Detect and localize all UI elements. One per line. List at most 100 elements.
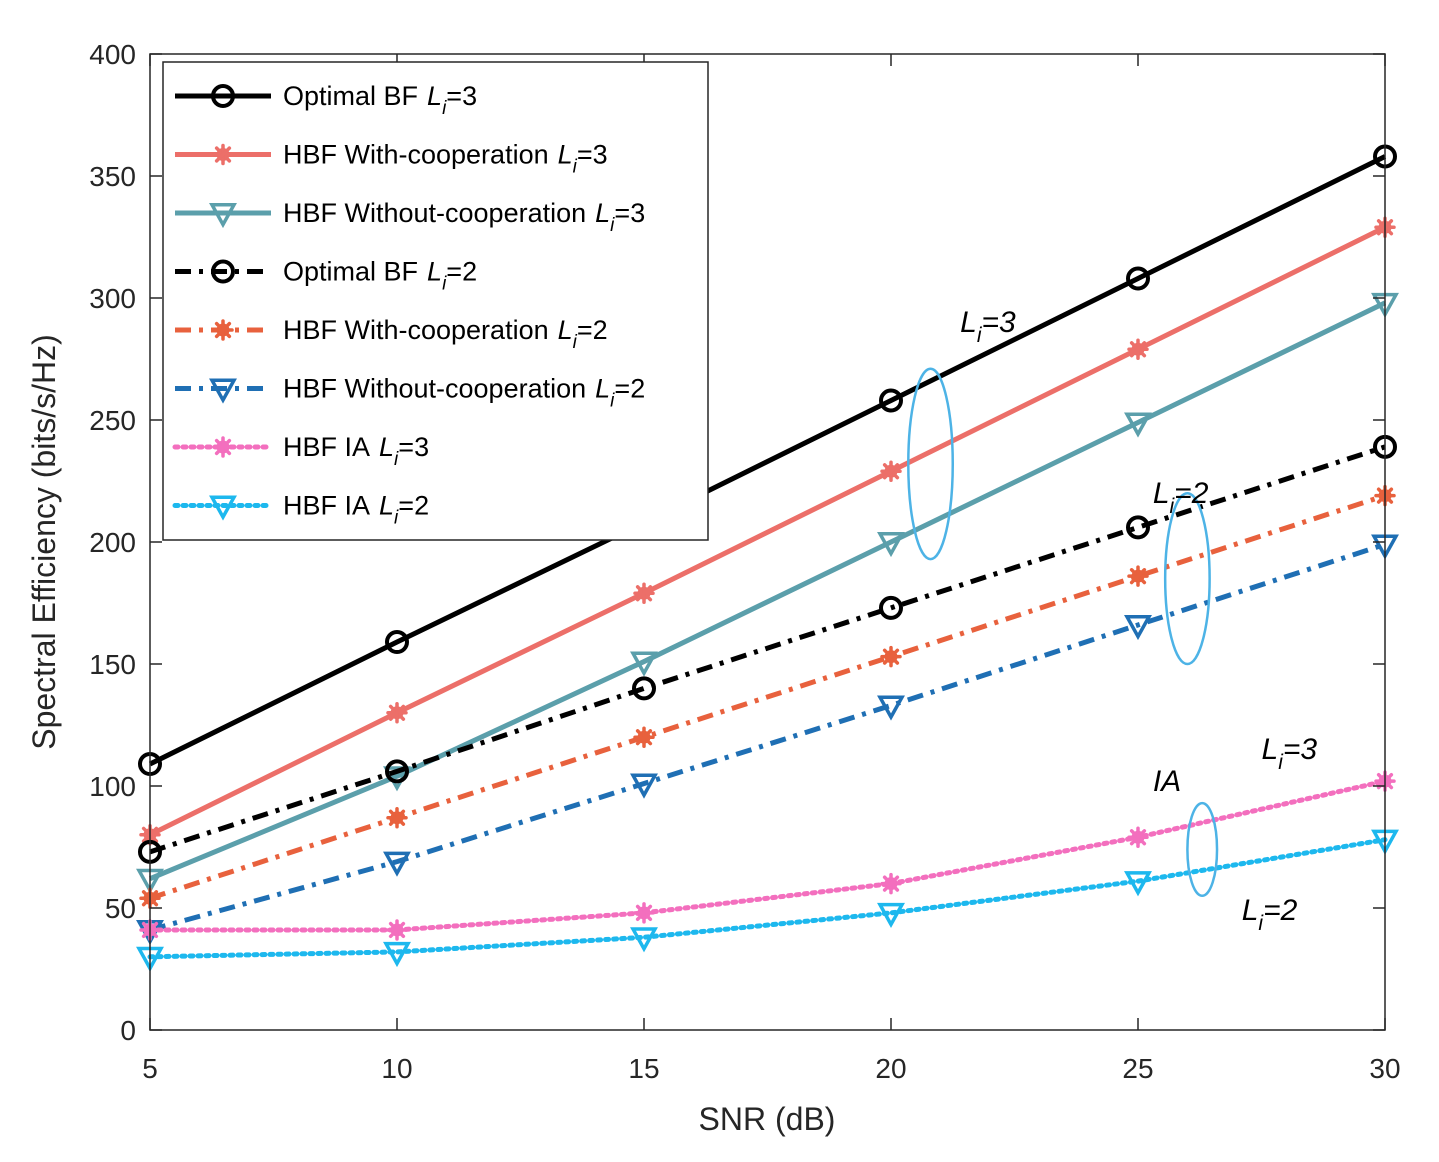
annotation-li3-main-sub: i: [977, 324, 983, 347]
series-5-point-3: [877, 695, 905, 721]
y-axis-title: Spectral Efficiency (bits/s/Hz): [26, 334, 62, 750]
annotation-li3-ia-main: L: [1262, 733, 1279, 766]
series-4-point-4-ray: [1129, 568, 1147, 585]
series-6-point-4-ray: [1129, 829, 1147, 846]
legend-entry-6-eq: =: [398, 432, 414, 462]
legend-entry-4-eq: =: [577, 315, 593, 345]
series-1-point-1-ray: [388, 704, 406, 721]
x-tick-label-3: 20: [875, 1053, 906, 1084]
legend-entry-1-l: L: [558, 140, 573, 170]
annotation-ia: IA: [1153, 765, 1181, 798]
legend-entry-1-eq: =: [577, 140, 593, 170]
legend-entry-4-sub: i: [573, 332, 578, 353]
legend-entry-0-label: Optimal BF Li=3: [283, 81, 477, 119]
legend-entry-2-label: HBF Without-cooperation Li=3: [283, 198, 645, 236]
series-0-point-4: [1126, 266, 1150, 291]
legend-entry-7-sub: i: [394, 508, 399, 529]
y-tick-label-0: 0: [120, 1015, 136, 1046]
legend-entry-0-eq: =: [446, 81, 462, 111]
legend-entry-3-eq: =: [446, 257, 462, 287]
legend-entry-4-marker-ray: [214, 321, 232, 339]
series-3-point-3: [879, 595, 903, 620]
legend-entry-2-marker: [209, 203, 237, 229]
legend-entry-3-marker: [211, 259, 235, 284]
legend-entry-5-eq: =: [614, 374, 630, 404]
series-1: [139, 216, 1396, 846]
legend-box: [162, 61, 709, 541]
series-5-point-2: [630, 773, 658, 799]
annotation-li3-ia-sub: i: [1278, 751, 1284, 774]
legend-entry-5-l: L: [595, 374, 610, 404]
legend-entry-1-value: 3: [593, 140, 608, 170]
legend-entry-2-name: HBF Without-cooperation: [283, 198, 586, 228]
series-0-line: [148, 154, 1387, 767]
series-6-point-3: [880, 872, 902, 895]
legend-entry-4-label: HBF With-cooperation Li=2: [283, 315, 608, 353]
legend-entry-3-value: 2: [462, 257, 477, 287]
series-3-point-4: [1126, 515, 1150, 540]
annotation-li3-main: Li=3: [960, 306, 1016, 347]
legend-entry-5-sub: i: [610, 391, 615, 412]
legend-entry-5-label: HBF Without-cooperation Li=2: [283, 374, 645, 412]
legend-entry-3: Optimal BF Li=2: [175, 257, 477, 295]
series-5-point-4: [1124, 614, 1152, 641]
series-4-point-2: [633, 726, 655, 748]
series-6-point-2-ray: [635, 904, 653, 921]
series-7-point-3: [877, 902, 905, 929]
legend-entry-0: Optimal BF Li=3: [175, 81, 477, 119]
series-7-point-4: [1124, 871, 1152, 897]
annotation-li2-main-sub: i: [1170, 495, 1176, 518]
series-6-point-3-ray: [882, 875, 900, 892]
legend-entry-4-l: L: [558, 315, 573, 345]
legend-entry-2-l: L: [595, 198, 610, 228]
legend-entry-6-value: 3: [414, 432, 429, 462]
series-2-line: [149, 300, 1387, 882]
x-tick-label-5: 30: [1369, 1053, 1400, 1084]
legend-entry-6-label: HBF IA Li=3: [283, 432, 429, 470]
legend-entry-6-name: HBF IA: [283, 432, 370, 462]
series-3-point-2: [632, 676, 656, 701]
y-tick-label-7: 350: [89, 161, 136, 192]
series-4-point-1-ray: [388, 809, 406, 826]
annotation-ia-main: IA: [1153, 765, 1181, 798]
x-tick-label-1: 10: [381, 1053, 412, 1084]
annotation-li3-ia-suffix: =3: [1283, 733, 1318, 766]
legend-entry-0-sub: i: [442, 98, 447, 119]
legend-entry-7-value: 2: [414, 491, 429, 521]
legend-entry-1-label: HBF With-cooperation Li=3: [283, 140, 608, 178]
series-6-point-1-ray: [388, 921, 406, 939]
legend-entry-6-l: L: [379, 432, 394, 462]
legend-entry-2-value: 3: [630, 198, 645, 228]
series-1-point-2: [633, 582, 655, 604]
series-2-point-3: [877, 532, 905, 558]
series-1-point-2-ray: [635, 585, 653, 602]
y-tick-label-6: 300: [89, 283, 136, 314]
legend-entry-7-l: L: [379, 491, 394, 521]
legend-entry-1: HBF With-cooperation Li=3: [175, 140, 608, 178]
y-tick-label-8: 400: [89, 39, 136, 70]
x-axis-title: SNR (dB): [699, 1101, 836, 1137]
series-0-point-3: [879, 388, 903, 413]
series-6-point-4: [1127, 826, 1149, 848]
legend-entry-0-l: L: [427, 81, 442, 111]
legend-entry-4-value: 2: [593, 315, 608, 345]
series-4-point-3-ray: [882, 648, 900, 665]
series-1-point-3: [880, 460, 902, 482]
annotation-li2-ia-suffix: =2: [1263, 894, 1298, 927]
series-4: [139, 484, 1396, 909]
legend-entry-5: HBF Without-cooperation Li=2: [175, 374, 645, 412]
series-0-point-1: [385, 630, 409, 655]
series-6-line: [147, 778, 1388, 933]
ellipse-ia: [1186, 801, 1219, 898]
series-4-point-2-ray: [635, 729, 653, 746]
legend-entry-1-marker-ray: [214, 146, 232, 163]
legend-entry-7-name: HBF IA: [283, 491, 370, 521]
legend-entry-0-value: 3: [462, 81, 477, 111]
legend-entry-6-marker-ray: [214, 438, 232, 456]
legend-entry-0-marker: [211, 84, 235, 108]
annotation-li2-main-main: L: [1153, 477, 1170, 510]
series-1-line: [148, 224, 1387, 838]
x-tick-label-4: 25: [1122, 1053, 1153, 1084]
